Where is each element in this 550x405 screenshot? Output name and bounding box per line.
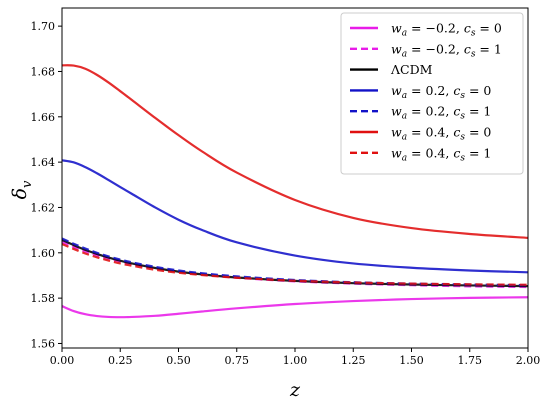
x-tick-label: 0.25 <box>108 354 133 367</box>
legend-label-4: wa = 0.2, cs = 0 <box>391 83 491 101</box>
y-axis-label-main: δ <box>9 188 31 199</box>
x-tick-label: 1.75 <box>458 354 483 367</box>
legend-label-1: wa = −0.2, cs = 0 <box>391 21 502 39</box>
series-line-4 <box>61 159 529 274</box>
x-axis-label: z <box>289 379 301 401</box>
y-tick-label: 1.64 <box>31 156 56 169</box>
y-tick-label: 1.56 <box>31 337 56 350</box>
x-tick-label: 0.75 <box>225 354 250 367</box>
legend: wa = −0.2, cs = 0 wa = −0.2, cs = 1 ΛCDM wa… <box>340 12 524 175</box>
x-tick-label: 1.25 <box>341 354 366 367</box>
y-tick-label: 1.58 <box>31 292 56 305</box>
x-tick-label: 0.50 <box>166 354 191 367</box>
x-tick-label: 1.50 <box>399 354 424 367</box>
y-tick-label: 1.68 <box>31 65 56 78</box>
legend-label-3: ΛCDM <box>390 62 433 77</box>
legend-label-7: wa = 0.4, cs = 1 <box>391 145 491 163</box>
series-line-3 <box>61 238 529 288</box>
y-tick-label: 1.62 <box>31 201 56 214</box>
series-line-1 <box>61 296 529 319</box>
y-axis-label-subscript: v <box>20 180 35 188</box>
y-tick-label: 1.60 <box>31 247 56 260</box>
x-tick-label: 0.00 <box>50 354 75 367</box>
axis-ticks: 0.00 0.25 0.50 0.75 1.00 1.25 1.50 1.75 2.00 1.56… <box>31 20 541 367</box>
y-axis-label: δv <box>9 180 35 199</box>
legend-label-6: wa = 0.4, cs = 0 <box>391 125 491 143</box>
y-tick-label: 1.66 <box>31 111 56 124</box>
x-tick-label: 1.00 <box>283 354 308 367</box>
series-line-5 <box>61 237 529 287</box>
legend-label-2: wa = −0.2, cs = 1 <box>391 41 502 59</box>
y-tick-label: 1.70 <box>31 20 56 33</box>
series-line-6 <box>61 64 529 239</box>
legend-box <box>340 12 524 175</box>
x-tick-label: 2.00 <box>516 354 541 367</box>
series-line-7 <box>61 242 529 286</box>
series-lines <box>61 64 529 319</box>
legend-label-5: wa = 0.2, cs = 1 <box>391 104 491 122</box>
